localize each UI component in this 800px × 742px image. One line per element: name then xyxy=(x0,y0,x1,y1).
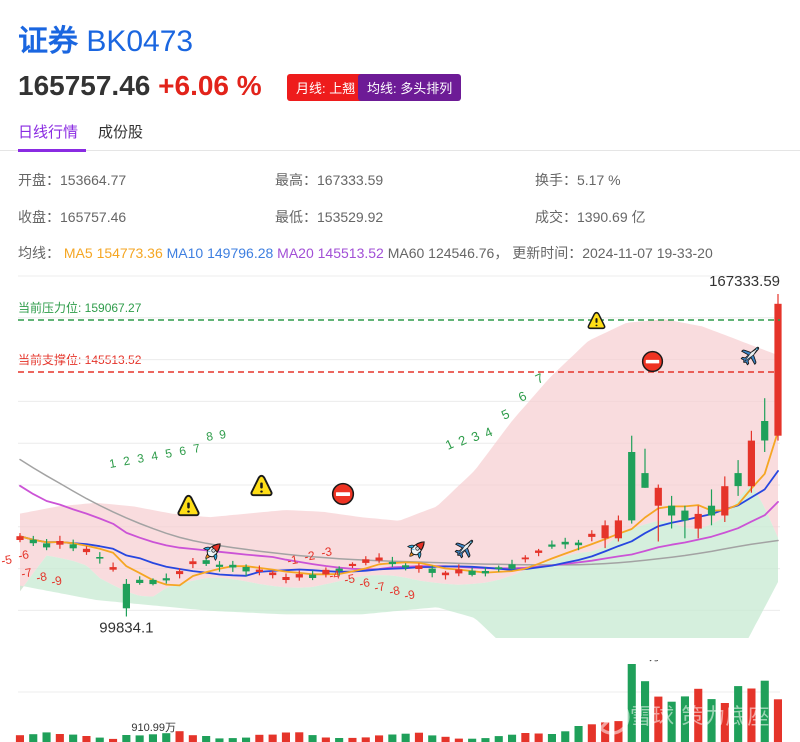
svg-text:3: 3 xyxy=(136,451,145,466)
svg-text:99834.1: 99834.1 xyxy=(99,620,153,637)
svg-text:6: 6 xyxy=(178,443,187,458)
svg-text:6: 6 xyxy=(516,388,529,405)
svg-text:雪球·策力底座: 雪球·策力底座 xyxy=(630,704,769,729)
svg-text:15843.31万: 15843.31万 xyxy=(603,660,660,663)
svg-text:3: 3 xyxy=(469,428,482,445)
svg-text:167333.59: 167333.59 xyxy=(709,273,780,290)
svg-text:4: 4 xyxy=(482,424,495,441)
svg-text:4: 4 xyxy=(150,448,159,463)
svg-text:910.99万: 910.99万 xyxy=(131,722,176,734)
svg-text:8: 8 xyxy=(205,429,214,444)
svg-text:1: 1 xyxy=(443,436,456,453)
svg-text:2: 2 xyxy=(122,453,131,468)
svg-text:5: 5 xyxy=(499,406,512,423)
svg-text:1: 1 xyxy=(108,456,117,471)
svg-text:9: 9 xyxy=(218,427,227,442)
svg-text:-5: -5 xyxy=(0,552,13,568)
svg-text:5: 5 xyxy=(164,446,173,461)
svg-text:2: 2 xyxy=(456,432,469,449)
